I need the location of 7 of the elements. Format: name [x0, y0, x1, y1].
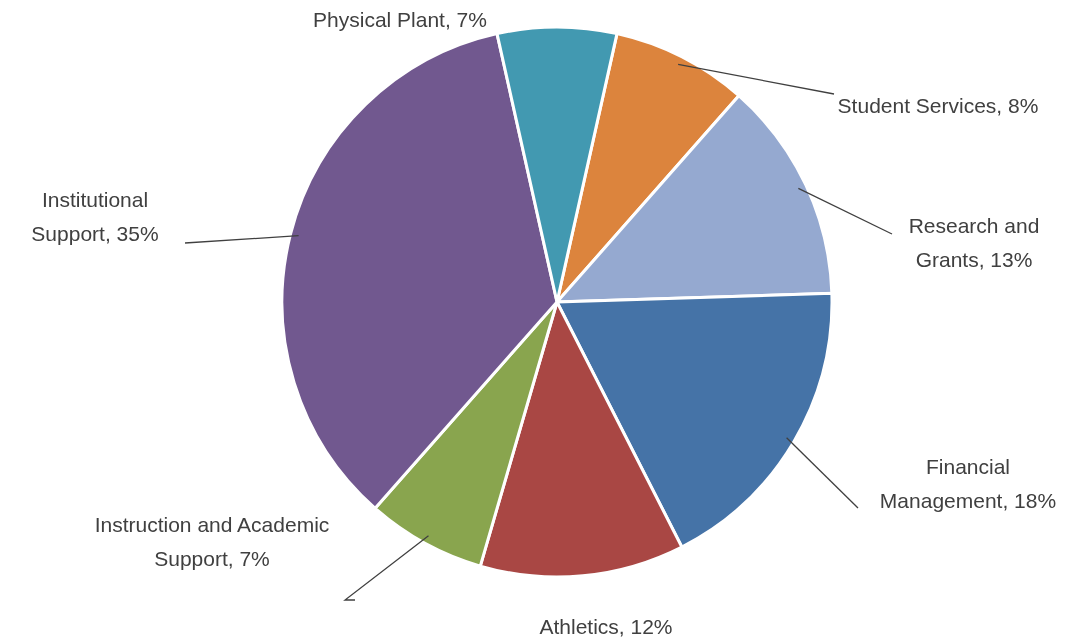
slice-label: Student Services, 8%	[836, 93, 1040, 119]
slice-label: Institutional Support, 35%	[30, 187, 160, 247]
slice-label: Research and Grants, 13%	[907, 213, 1041, 273]
slice-label: Athletics, 12%	[538, 614, 674, 640]
slice-label: Instruction and Academic Support, 7%	[93, 512, 331, 572]
slice-label: Financial Management, 18%	[878, 454, 1058, 514]
slice-label: Physical Plant, 7%	[312, 7, 488, 33]
